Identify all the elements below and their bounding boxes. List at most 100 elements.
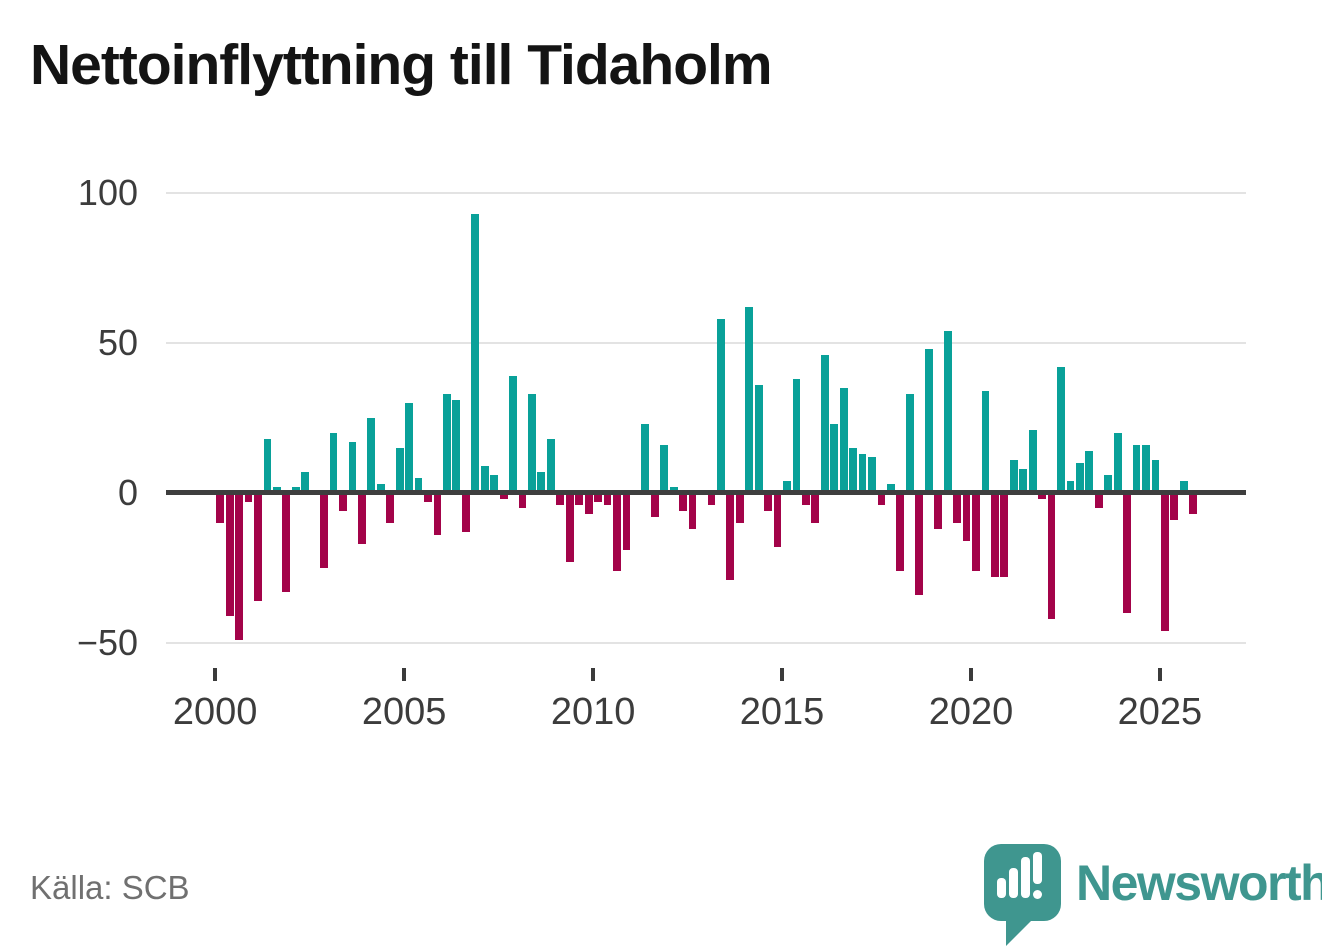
x-axis-label: 2010 — [550, 691, 636, 733]
y-gridline — [166, 641, 1246, 644]
x-axis-tick — [402, 668, 407, 681]
bar — [235, 492, 243, 640]
bar — [320, 492, 328, 568]
bar — [424, 492, 432, 502]
bar — [272, 486, 281, 493]
x-axis-label: 2015 — [739, 691, 825, 733]
bar — [688, 492, 697, 529]
bar — [924, 348, 933, 493]
bar — [1057, 366, 1065, 493]
bar — [1009, 459, 1018, 493]
y-gridline — [166, 191, 1246, 194]
bar — [745, 306, 754, 493]
y-axis-label: −50 — [76, 621, 138, 663]
bar — [1038, 492, 1046, 499]
bar — [490, 474, 499, 493]
bar — [726, 492, 735, 580]
bar — [735, 492, 744, 523]
bar — [358, 492, 366, 544]
bar — [603, 492, 612, 505]
bar — [1142, 444, 1150, 493]
bar — [962, 492, 971, 541]
bar — [858, 453, 867, 493]
y-axis-label: 50 — [97, 321, 138, 363]
bar — [1170, 492, 1179, 520]
bar — [1151, 459, 1160, 493]
bar — [376, 483, 385, 493]
bar — [528, 393, 536, 493]
newsworthy-wordmark: Newsworthy — [1076, 855, 1322, 911]
bar — [877, 492, 886, 505]
bar — [1123, 492, 1131, 613]
bar — [707, 492, 716, 505]
x-axis-tick — [780, 668, 785, 681]
logo-bar-icon — [1009, 868, 1018, 898]
bar — [471, 213, 480, 493]
zero-axis-line — [166, 490, 1246, 496]
bar — [509, 375, 517, 493]
x-axis-tick — [213, 668, 218, 681]
x-axis-label: 2025 — [1117, 691, 1203, 733]
chart-title: Nettoinflyttning till Tidaholm — [30, 33, 773, 97]
bar — [943, 330, 952, 493]
bar — [953, 492, 961, 523]
bar — [584, 492, 593, 514]
bar — [990, 492, 999, 577]
bar — [650, 492, 659, 517]
logo-bar-icon — [997, 878, 1006, 898]
x-axis-tick — [1157, 668, 1162, 681]
bar — [452, 399, 461, 493]
bar — [773, 492, 782, 547]
bar — [244, 492, 253, 502]
bar — [1085, 450, 1094, 493]
bar — [225, 492, 234, 616]
bar — [254, 492, 262, 601]
bar — [575, 492, 584, 505]
bar — [339, 492, 347, 511]
bar — [792, 378, 801, 493]
y-axis-label: 0 — [117, 471, 138, 513]
bar — [887, 483, 895, 493]
bar — [811, 492, 820, 523]
bar — [291, 486, 300, 493]
y-gridline — [166, 341, 1246, 344]
x-axis-tick — [969, 668, 973, 681]
bar — [301, 471, 310, 493]
bar — [1028, 429, 1037, 493]
bar — [868, 456, 876, 493]
bar — [282, 492, 291, 592]
bar — [1179, 480, 1188, 493]
bar — [820, 354, 829, 493]
newsworthy-branding: Newsworthy — [980, 840, 1322, 946]
bar — [329, 432, 338, 493]
speech-bubble-bar-chart-icon — [984, 844, 1061, 946]
bar — [1000, 492, 1009, 577]
bar — [1019, 468, 1028, 493]
bar — [972, 492, 980, 571]
bar — [1113, 432, 1122, 493]
x-axis-tick — [591, 668, 596, 681]
speech-bubble-tail — [1006, 920, 1032, 946]
bar — [537, 471, 546, 493]
bar — [594, 492, 602, 502]
bar — [830, 423, 839, 493]
bar — [565, 492, 574, 562]
bar — [414, 477, 423, 493]
bar — [518, 492, 527, 508]
bar — [556, 492, 565, 505]
logo-bar-icon — [1021, 857, 1030, 898]
bar — [802, 492, 810, 505]
bar — [461, 492, 470, 532]
bar — [443, 393, 451, 493]
bar — [1132, 444, 1141, 493]
bar — [783, 480, 791, 493]
bar — [660, 444, 669, 493]
bar — [499, 492, 508, 499]
bar — [622, 492, 631, 550]
bar — [386, 492, 395, 523]
bar — [849, 447, 858, 493]
bar — [669, 486, 678, 493]
bar — [263, 438, 272, 493]
x-axis-label: 2000 — [172, 691, 258, 733]
